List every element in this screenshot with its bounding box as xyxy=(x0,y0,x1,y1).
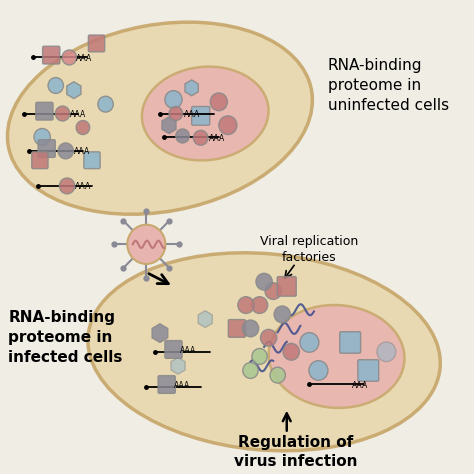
Polygon shape xyxy=(152,324,168,342)
Circle shape xyxy=(193,130,208,146)
Text: RNA-binding
proteome in
uninfected cells: RNA-binding proteome in uninfected cells xyxy=(328,58,449,113)
FancyBboxPatch shape xyxy=(32,152,48,169)
Circle shape xyxy=(62,50,77,65)
Circle shape xyxy=(377,342,396,362)
Circle shape xyxy=(34,128,50,146)
Polygon shape xyxy=(171,357,185,374)
Ellipse shape xyxy=(8,22,312,214)
FancyBboxPatch shape xyxy=(88,35,105,52)
Text: Regulation of
virus infection: Regulation of virus infection xyxy=(234,436,357,469)
Circle shape xyxy=(219,116,237,135)
FancyBboxPatch shape xyxy=(277,276,296,296)
Circle shape xyxy=(238,297,254,313)
Circle shape xyxy=(265,283,281,300)
Circle shape xyxy=(58,143,73,159)
Text: Viral replication
factories: Viral replication factories xyxy=(260,235,358,264)
Circle shape xyxy=(176,129,190,143)
Text: AAA: AAA xyxy=(183,110,200,119)
Circle shape xyxy=(210,93,228,111)
FancyBboxPatch shape xyxy=(36,102,53,120)
Circle shape xyxy=(48,78,64,93)
Circle shape xyxy=(270,367,285,383)
Text: AAA: AAA xyxy=(353,381,369,390)
Circle shape xyxy=(261,329,277,346)
Circle shape xyxy=(98,96,113,112)
Ellipse shape xyxy=(269,305,404,408)
Circle shape xyxy=(243,363,258,378)
FancyBboxPatch shape xyxy=(38,140,55,157)
Circle shape xyxy=(300,333,319,352)
Circle shape xyxy=(256,273,272,290)
Ellipse shape xyxy=(142,67,268,160)
Circle shape xyxy=(274,306,291,323)
FancyBboxPatch shape xyxy=(158,375,175,393)
Text: AAA: AAA xyxy=(76,54,92,63)
Polygon shape xyxy=(67,82,81,99)
Circle shape xyxy=(59,178,75,194)
Polygon shape xyxy=(185,80,198,96)
Text: RNA-binding
proteome in
infected cells: RNA-binding proteome in infected cells xyxy=(8,310,123,365)
Polygon shape xyxy=(162,117,176,134)
Text: AAA: AAA xyxy=(174,381,191,390)
Circle shape xyxy=(309,361,328,380)
Ellipse shape xyxy=(88,253,440,451)
Circle shape xyxy=(76,120,90,135)
Text: AAA: AAA xyxy=(70,110,86,119)
FancyBboxPatch shape xyxy=(358,360,379,381)
Circle shape xyxy=(251,297,268,313)
Circle shape xyxy=(169,107,182,120)
Circle shape xyxy=(55,106,70,121)
FancyBboxPatch shape xyxy=(191,107,210,125)
Polygon shape xyxy=(198,310,212,328)
Text: AAA: AAA xyxy=(209,134,225,143)
FancyBboxPatch shape xyxy=(84,152,100,169)
Circle shape xyxy=(165,91,182,109)
Text: AAA: AAA xyxy=(75,182,91,191)
Text: AAA: AAA xyxy=(74,147,90,156)
Circle shape xyxy=(283,343,300,360)
Circle shape xyxy=(252,348,267,365)
FancyBboxPatch shape xyxy=(165,341,182,358)
Text: AAA: AAA xyxy=(180,346,197,355)
FancyBboxPatch shape xyxy=(228,319,246,337)
FancyBboxPatch shape xyxy=(340,332,361,353)
Circle shape xyxy=(242,320,259,337)
FancyBboxPatch shape xyxy=(43,46,60,64)
Circle shape xyxy=(128,225,165,264)
